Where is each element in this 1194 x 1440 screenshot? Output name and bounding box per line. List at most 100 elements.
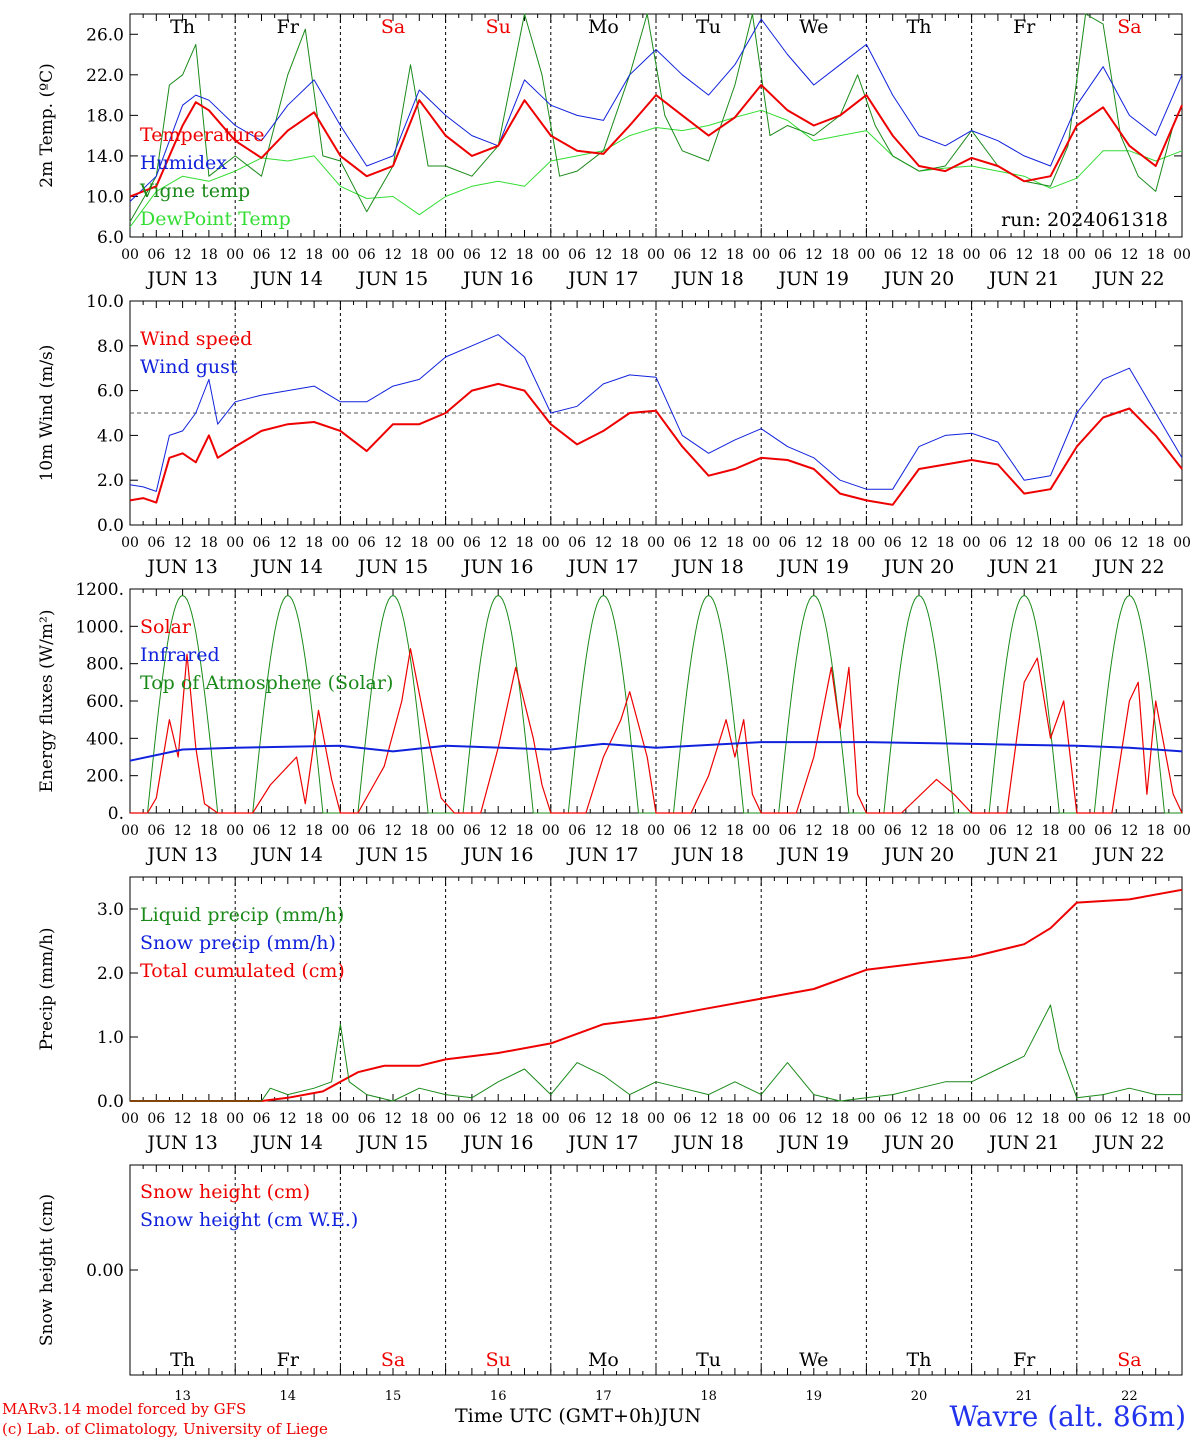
series-solar: [130, 648, 1183, 814]
y-tick-label: 600.: [86, 692, 124, 712]
hour-label: 06: [568, 247, 586, 263]
y-axis-label: Precip (mm/h): [37, 927, 57, 1050]
hour-label: 12: [384, 1111, 402, 1127]
date-label: JUN 17: [566, 1132, 638, 1154]
date-label: JUN 13: [145, 1132, 217, 1154]
hour-label: 06: [147, 535, 165, 551]
y-tick-label: 18.0: [86, 106, 124, 126]
panel-frame: [129, 13, 1183, 238]
x-axis-title-text: Time UTC (GMT+0h): [455, 1405, 661, 1427]
hour-label: 00: [1068, 247, 1086, 263]
hour-label: 18: [1042, 535, 1060, 551]
y-tick-label: 0.0: [97, 1092, 124, 1112]
y-tick-label: 0.0: [97, 516, 124, 536]
x-axis-month: JUN: [660, 1405, 701, 1427]
hour-label: 18: [936, 247, 954, 263]
hour-label: 00: [647, 535, 665, 551]
y-tick-label: 10.0: [86, 292, 124, 312]
y-axis-label: Snow height (cm): [37, 1194, 57, 1346]
hour-label: 00: [752, 535, 770, 551]
hour-label: 06: [568, 535, 586, 551]
hour-label: 06: [463, 823, 481, 839]
date-label: JUN 18: [671, 844, 743, 866]
hour-label: 00: [857, 1111, 875, 1127]
day-abbr-top: Tu: [696, 16, 721, 38]
day-number: 18: [700, 1389, 717, 1404]
hour-label: 12: [594, 247, 612, 263]
hour-label: 12: [1015, 247, 1033, 263]
hour-label: 12: [805, 535, 823, 551]
date-label: JUN 15: [356, 268, 428, 290]
day-number: 16: [490, 1389, 507, 1404]
day-abbr-bottom: We: [799, 1349, 828, 1371]
hour-label: 18: [305, 823, 323, 839]
legend-entry: Liquid precip (mm/h): [140, 904, 344, 926]
x-axis-title: Time UTC (GMT+0h)JUN: [455, 1405, 701, 1427]
date-label: JUN 22: [1092, 556, 1164, 578]
hour-label: 06: [673, 1111, 691, 1127]
y-tick-label: 0.: [108, 804, 124, 824]
date-label: JUN 15: [356, 844, 428, 866]
series-vigne-temp: [129, 13, 1174, 223]
hour-label: 00: [1173, 823, 1191, 839]
date-label: JUN 19: [777, 844, 849, 866]
date-label: JUN 18: [671, 556, 743, 578]
hour-label: 18: [1042, 1111, 1060, 1127]
hour-label: 18: [726, 535, 744, 551]
hour-label: 18: [621, 247, 639, 263]
hour-label: 12: [384, 535, 402, 551]
day-abbr-bottom: Sa: [1117, 1349, 1141, 1371]
hour-label: 18: [1147, 247, 1165, 263]
hour-label: 06: [673, 823, 691, 839]
hour-label: 18: [516, 535, 534, 551]
day-number: 17: [595, 1389, 612, 1404]
y-axis-label: 2m Temp. (ºC): [37, 63, 57, 188]
hour-label: 06: [253, 1111, 271, 1127]
hour-label: 06: [568, 1111, 586, 1127]
hour-label: 00: [963, 535, 981, 551]
hour-label: 18: [410, 247, 428, 263]
hour-label: 18: [516, 823, 534, 839]
hour-label: 18: [516, 247, 534, 263]
hour-label: 12: [279, 535, 297, 551]
hour-label: 18: [831, 247, 849, 263]
hour-label: 06: [358, 535, 376, 551]
hour-label: 18: [621, 823, 639, 839]
y-tick-label: 1.0: [97, 1028, 124, 1048]
hour-label: 06: [989, 247, 1007, 263]
hour-label: 12: [594, 1111, 612, 1127]
date-label: JUN 14: [251, 844, 323, 866]
series-temperature: [129, 84, 1183, 198]
hour-label: 12: [1120, 247, 1138, 263]
hour-label: 06: [358, 1111, 376, 1127]
date-label: JUN 20: [882, 268, 954, 290]
date-label: JUN 15: [356, 1132, 428, 1154]
hour-label: 00: [647, 1111, 665, 1127]
day-number: 22: [1121, 1389, 1138, 1404]
y-tick-label: 26.0: [86, 25, 124, 45]
day-abbr-top: Fr: [1013, 16, 1036, 38]
hour-label: 06: [989, 1111, 1007, 1127]
y-tick-label: 10.0: [86, 187, 124, 207]
hour-label: 18: [305, 535, 323, 551]
hour-label: 12: [594, 823, 612, 839]
date-label: JUN 21: [987, 844, 1059, 866]
legend-entry: Wind gust: [140, 356, 238, 378]
hour-label: 18: [1042, 823, 1060, 839]
date-label: JUN 21: [987, 556, 1059, 578]
station-label: Wavre (alt. 86m): [949, 1400, 1186, 1433]
hour-label: 12: [174, 247, 192, 263]
day-abbr-bottom: Th: [907, 1349, 932, 1371]
date-label: JUN 22: [1092, 1132, 1164, 1154]
hour-label: 00: [226, 535, 244, 551]
hour-label: 06: [884, 535, 902, 551]
hour-label: 12: [700, 1111, 718, 1127]
hour-label: 12: [805, 1111, 823, 1127]
hour-label: 00: [1068, 535, 1086, 551]
day-abbr-bottom: Fr: [277, 1349, 300, 1371]
day-abbr-bottom: Sa: [381, 1349, 405, 1371]
hour-label: 00: [752, 247, 770, 263]
hour-label: 06: [884, 247, 902, 263]
hour-label: 12: [489, 535, 507, 551]
